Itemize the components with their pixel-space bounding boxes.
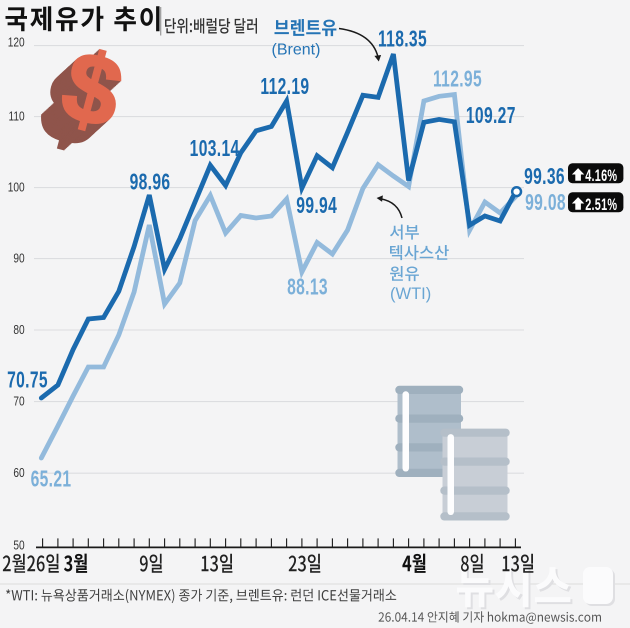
svg-text:88.13: 88.13 [287, 274, 328, 300]
svg-text:60: 60 [13, 466, 25, 480]
svg-text:2.51%: 2.51% [585, 196, 617, 215]
svg-text:(Brent): (Brent) [272, 42, 321, 59]
svg-text:100: 100 [8, 180, 25, 194]
svg-text:70.75: 70.75 [7, 368, 48, 394]
svg-text:99.94: 99.94 [296, 193, 337, 219]
svg-text:99.08: 99.08 [525, 190, 566, 216]
svg-text:90: 90 [13, 251, 25, 265]
svg-text:4.16%: 4.16% [585, 167, 617, 186]
svg-text:80: 80 [13, 323, 25, 337]
svg-text:65.21: 65.21 [31, 466, 72, 492]
svg-text:110: 110 [8, 109, 25, 123]
svg-text:120: 120 [8, 35, 25, 49]
svg-text:112.19: 112.19 [260, 74, 309, 100]
svg-text:118.35: 118.35 [378, 26, 427, 52]
svg-text:98.96: 98.96 [130, 169, 171, 195]
svg-text:103.14: 103.14 [190, 136, 240, 162]
svg-text:70: 70 [13, 394, 25, 408]
svg-text:99.36: 99.36 [524, 164, 565, 190]
svg-text:112.95: 112.95 [433, 66, 482, 92]
svg-text:50: 50 [13, 538, 25, 552]
svg-text:109.27: 109.27 [466, 103, 516, 129]
svg-text:(WTI): (WTI) [390, 285, 431, 303]
